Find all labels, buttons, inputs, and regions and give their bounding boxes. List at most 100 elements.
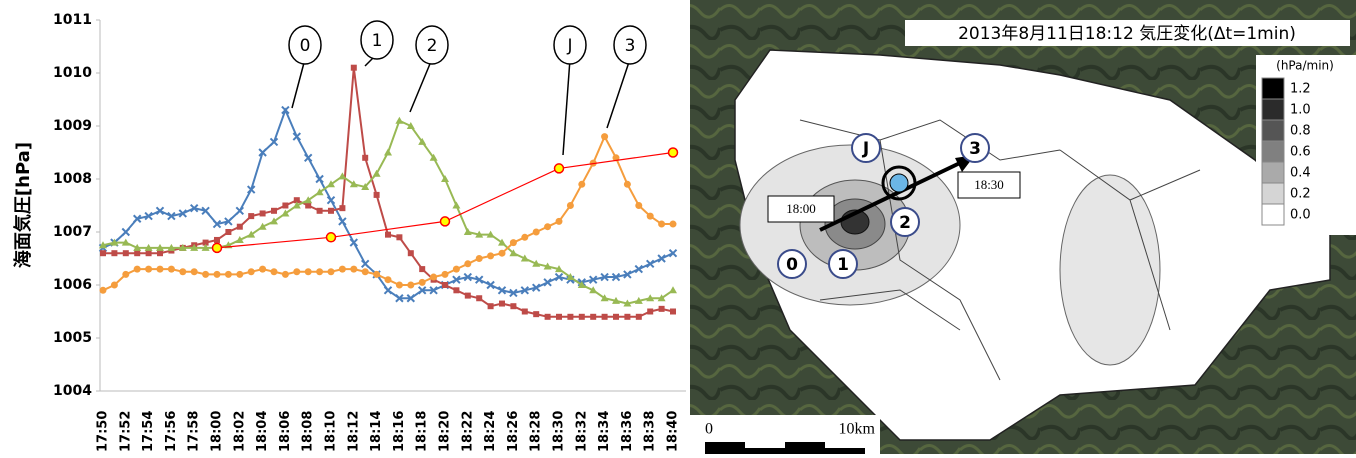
marker — [647, 213, 654, 220]
marker — [305, 268, 312, 275]
x-tick-label: 18:02 — [232, 411, 247, 452]
marker — [282, 271, 289, 278]
legend-title: (hPa/min) — [1276, 59, 1334, 73]
marker — [111, 282, 118, 289]
figure: 2013年8月11日18:12 気圧変化(Δt=1min) (hPa/min) … — [0, 0, 1356, 454]
legend-swatch — [1262, 183, 1284, 204]
marker — [122, 229, 129, 236]
marker — [659, 306, 665, 312]
marker — [385, 232, 391, 238]
marker — [453, 287, 459, 293]
marker — [259, 266, 266, 273]
x-tick-label: 18:04 — [255, 411, 270, 452]
x-tick-label: 18:38 — [643, 411, 658, 452]
marker — [123, 250, 129, 256]
marker — [350, 266, 357, 273]
x-tick-label: 18:26 — [506, 411, 521, 452]
marker — [578, 181, 585, 188]
marker — [419, 266, 425, 272]
map-marker-label: 1 — [837, 255, 849, 275]
y-axis-label: 海面気圧[hPa] — [12, 142, 34, 268]
marker — [556, 218, 563, 225]
marker — [122, 271, 129, 278]
marker — [602, 314, 608, 320]
marker — [214, 237, 220, 243]
marker — [328, 208, 334, 214]
marker — [624, 181, 631, 188]
time-label: 18:30 — [974, 177, 1004, 192]
marker — [385, 287, 392, 294]
callout-tail — [292, 59, 305, 108]
marker — [260, 210, 266, 216]
legend-label: 0.8 — [1290, 124, 1311, 139]
marker — [339, 266, 346, 273]
y-tick-label: 1011 — [53, 12, 92, 28]
marker — [658, 255, 665, 262]
marker — [271, 208, 277, 214]
series-line — [217, 153, 673, 248]
marker — [510, 303, 516, 309]
station — [890, 174, 908, 192]
legend-swatch — [1262, 204, 1284, 225]
y-tick-label: 1005 — [53, 330, 92, 346]
marker — [328, 197, 335, 204]
map-panel: 2013年8月11日18:12 気圧変化(Δt=1min) (hPa/min) … — [690, 0, 1356, 454]
marker — [328, 268, 335, 275]
x-tick-label: 17:58 — [187, 411, 202, 452]
marker — [362, 268, 369, 275]
callout-tail — [563, 59, 570, 155]
x-tick-label: 18:32 — [574, 411, 589, 452]
marker — [441, 217, 450, 226]
marker — [317, 208, 323, 214]
marker — [522, 309, 528, 315]
marker — [385, 276, 392, 283]
x-tick-label: 17:54 — [141, 411, 156, 452]
marker — [373, 271, 380, 278]
marker — [351, 65, 357, 71]
marker — [476, 295, 482, 301]
marker — [441, 175, 449, 182]
marker — [236, 271, 243, 278]
callout-label: 3 — [625, 36, 636, 56]
marker — [567, 202, 574, 209]
marker — [544, 223, 551, 230]
x-tick-label: 18:22 — [460, 411, 475, 452]
marker — [669, 286, 677, 293]
marker — [384, 149, 392, 156]
marker — [157, 266, 164, 273]
series-line — [103, 110, 673, 298]
callout-label: 1 — [372, 31, 383, 51]
marker — [647, 260, 654, 267]
marker — [146, 250, 152, 256]
map-marker-label: J — [862, 139, 869, 159]
marker — [168, 266, 175, 273]
y-tick-label: 1006 — [53, 277, 92, 293]
marker — [658, 221, 665, 228]
marker — [396, 234, 402, 240]
marker — [362, 260, 369, 267]
marker — [499, 301, 505, 307]
legend-swatch — [1262, 78, 1284, 99]
x-tick-label: 18:28 — [529, 411, 544, 452]
marker — [236, 207, 243, 214]
callout-tail — [607, 59, 630, 128]
marker — [521, 234, 528, 241]
x-tick-label: 18:00 — [210, 411, 225, 452]
marker — [613, 314, 619, 320]
marker — [487, 252, 494, 259]
map-marker-label: 0 — [786, 255, 798, 275]
contour — [1060, 175, 1160, 365]
marker — [100, 250, 106, 256]
marker — [442, 282, 448, 288]
legend-swatch — [1262, 120, 1284, 141]
map-title: 2013年8月11日18:12 気圧変化(Δt=1min) — [958, 24, 1296, 44]
marker — [669, 148, 678, 157]
legend-label: 0.6 — [1290, 145, 1311, 160]
legend-label: 0.2 — [1290, 187, 1311, 202]
x-tick-label: 18:10 — [324, 411, 339, 452]
marker — [305, 203, 311, 209]
marker — [316, 268, 323, 275]
legend-swatch — [1262, 141, 1284, 162]
marker — [499, 250, 506, 257]
callout-label: 0 — [300, 36, 311, 56]
